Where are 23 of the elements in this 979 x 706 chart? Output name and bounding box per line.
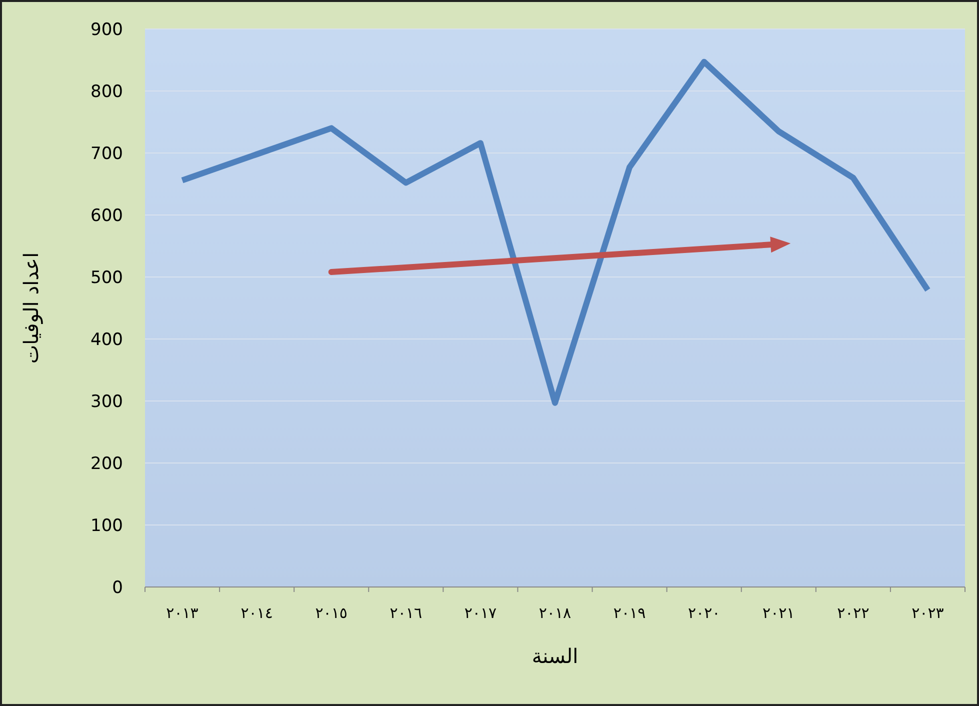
x-axis-title: السنة [532, 644, 578, 668]
y-tick-label: 900 [90, 20, 123, 40]
y-tick-label: 600 [90, 206, 123, 226]
y-tick-label: 500 [90, 268, 123, 288]
x-tick-label: ٢٠١٨ [538, 604, 572, 622]
x-tick-label: ٢٠٢٣ [912, 604, 944, 622]
y-tick-label: 200 [90, 454, 123, 474]
x-tick-label: ٢٠١٧ [464, 604, 497, 622]
x-tick-label: ٢٠١٩ [613, 604, 646, 622]
x-tick-label: ٢٠٢٢ [837, 604, 870, 622]
y-axis-title: اعداد الوفيات [19, 252, 43, 364]
x-tick-label: ٢٠١٦ [390, 604, 422, 622]
y-tick-label: 400 [90, 330, 123, 350]
x-tick-label: ٢٠٢١ [762, 604, 795, 622]
y-tick-label: 100 [90, 516, 123, 536]
x-tick-label: ٢٠١٣ [166, 604, 198, 622]
y-tick-label: 800 [90, 82, 123, 102]
x-tick-label: ٢٠١٥ [315, 604, 348, 622]
y-tick-label: 700 [90, 144, 123, 164]
x-tick-label: ٢٠٢٠ [688, 604, 720, 622]
y-tick-label: 300 [90, 392, 123, 412]
x-tick-label: ٢٠١٤ [240, 604, 273, 622]
y-tick-label: 0 [112, 578, 123, 598]
